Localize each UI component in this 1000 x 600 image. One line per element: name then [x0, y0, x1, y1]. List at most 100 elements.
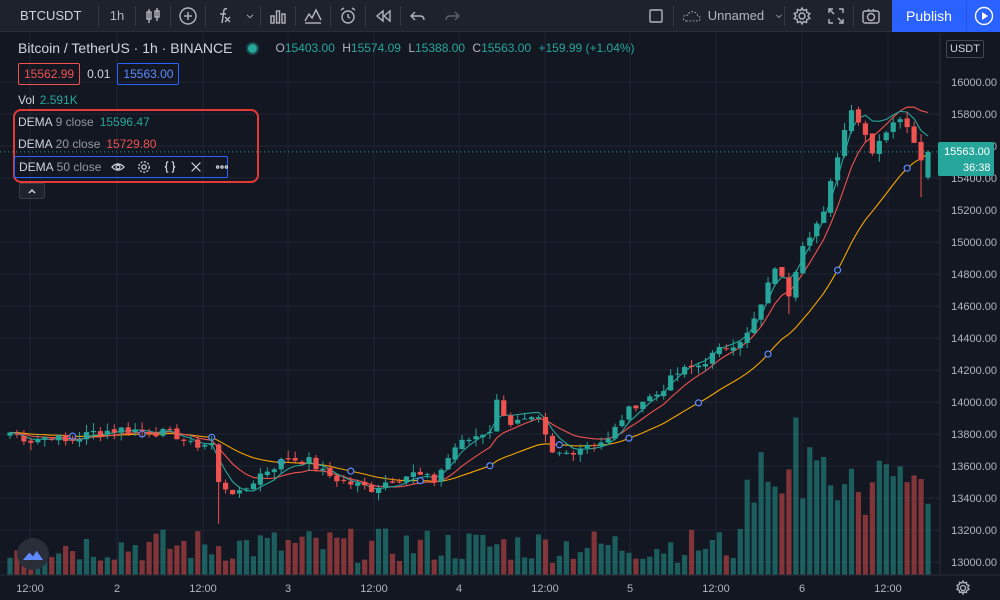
gear-icon[interactable] [137, 160, 151, 174]
time-tick-label: 12:00 [189, 583, 217, 595]
volume-bar [716, 532, 722, 575]
candle-body [855, 109, 862, 123]
candle-body [63, 435, 69, 442]
fullscreen-icon[interactable] [639, 0, 673, 32]
replay-icon[interactable] [366, 0, 400, 32]
high-value: 15574.09 [350, 41, 401, 55]
sell-price-button[interactable]: 15562.99 [18, 63, 81, 85]
volume-bar [90, 556, 97, 575]
symbol-search[interactable]: BTCUSDT [20, 8, 82, 23]
volume-bar [83, 538, 90, 575]
price-tick-label: 15200.00 [951, 205, 997, 217]
scale-settings-icon[interactable] [955, 579, 971, 596]
compare-icon[interactable] [296, 0, 330, 32]
volume-bar [668, 542, 674, 575]
add-indicator-icon[interactable] [171, 0, 205, 32]
toolbar-divider [295, 5, 296, 26]
volume-legend[interactable]: Vol 2.591K [18, 93, 78, 107]
volume-bar [549, 562, 556, 575]
undo-icon[interactable] [401, 0, 435, 32]
volume-bar [271, 532, 277, 575]
candle-body [862, 123, 869, 135]
candle-body [320, 468, 326, 471]
candle-body [375, 487, 382, 494]
dema-marker [764, 350, 772, 358]
volume-bar [522, 557, 528, 575]
candle-body [535, 417, 542, 419]
indicator-dema-20[interactable]: DEMA 20 close 15729.80 [18, 137, 157, 151]
volume-bar [167, 548, 173, 575]
currency-selector[interactable]: USDT [946, 40, 984, 58]
candle-body [459, 439, 465, 449]
volume-bar [202, 544, 208, 575]
indicator-dema-50[interactable]: DEMA 50 close [14, 156, 229, 178]
candle-body [619, 420, 625, 427]
price-chart[interactable]: 16000.0015800.0015600.0015400.0015200.00… [0, 33, 1000, 600]
candle-body [688, 365, 695, 368]
toolbar-divider [330, 5, 331, 26]
bar-chart-icon[interactable] [261, 0, 295, 32]
volume-bar [814, 460, 820, 575]
time-tick-label: 6 [799, 583, 805, 595]
publish-button[interactable]: Publish [892, 0, 966, 32]
interval-button[interactable]: 1h [109, 8, 125, 23]
dema-marker [555, 441, 564, 449]
volume-bar [292, 542, 298, 575]
candle-body [494, 399, 500, 432]
volume-bar [723, 555, 729, 575]
collapse-legend-button[interactable] [19, 183, 45, 199]
candle-body [473, 436, 479, 440]
source-code-icon[interactable] [163, 160, 177, 174]
volume-bar [480, 534, 486, 575]
candle-body [730, 347, 736, 351]
volume-bar [56, 553, 62, 575]
settings-icon[interactable] [785, 0, 819, 32]
volume-bar [459, 558, 465, 575]
candle-body [869, 133, 875, 154]
candle-body [278, 459, 284, 470]
maximize-icon[interactable] [819, 0, 853, 32]
redo-icon[interactable] [435, 0, 469, 32]
mountain-logo-icon [22, 550, 44, 560]
volume-bar [515, 537, 521, 575]
volume-bar [737, 528, 743, 575]
chevron-down-icon[interactable] [240, 0, 260, 32]
indicator-dema-9[interactable]: DEMA 9 close 15596.47 [18, 115, 150, 129]
candle-body [528, 417, 535, 420]
volume-bar [869, 482, 875, 575]
volume-bar [779, 493, 785, 575]
candle-body [209, 443, 215, 446]
layout-name-button[interactable]: Unnamed [674, 0, 784, 32]
close-icon[interactable] [189, 160, 203, 174]
volume-bar [313, 537, 319, 575]
candle-body [132, 429, 138, 433]
last-price-label: 15563.00 36:38 [938, 142, 994, 176]
alert-icon[interactable] [331, 0, 365, 32]
candles-icon[interactable] [136, 0, 170, 32]
volume-label: Vol [18, 93, 35, 107]
camera-icon[interactable] [854, 0, 888, 32]
volume-bar [362, 559, 368, 575]
volume-bar [396, 560, 403, 575]
volume-bar [681, 555, 688, 575]
tradingview-logo[interactable] [17, 538, 49, 570]
volume-bar [786, 469, 792, 575]
eye-icon[interactable] [111, 160, 126, 174]
fx-icon[interactable] [206, 0, 240, 32]
volume-bar [535, 534, 542, 575]
candle-body [640, 401, 646, 410]
volume-bar [118, 542, 124, 575]
time-tick-label: 12:00 [16, 583, 44, 595]
ohlc-values: O15403.00 H15574.09 L15388.00 C15563.00 … [275, 41, 635, 55]
more-icon[interactable] [215, 160, 229, 174]
low-value: 15388.00 [415, 41, 466, 55]
candle-body [911, 126, 917, 143]
candle-body [250, 483, 257, 490]
play-icon[interactable] [966, 0, 1000, 32]
volume-bar [702, 548, 709, 575]
buy-price-button[interactable]: 15563.00 [117, 63, 180, 85]
candle-body [821, 211, 827, 223]
candle-body [466, 439, 472, 442]
time-tick-label: 3 [285, 583, 291, 595]
time-scale [0, 575, 1000, 600]
